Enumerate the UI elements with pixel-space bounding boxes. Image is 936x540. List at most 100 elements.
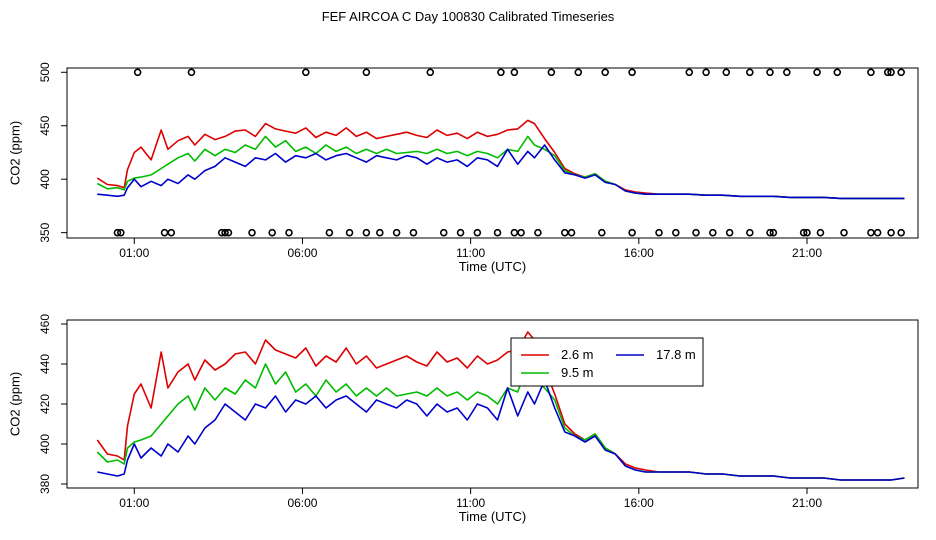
scatter-point: [783, 68, 791, 77]
legend-label: 17.8 m: [656, 347, 696, 362]
panel-1: 01:00 06:00 11:00 16:00 21:00 350 400 450 500 Tim…: [7, 62, 919, 274]
scatter-point: [534, 228, 542, 237]
scatter-point: [709, 228, 717, 237]
scatter-point: [187, 68, 196, 77]
scatter-point: [224, 228, 233, 237]
scatter-point: [409, 228, 418, 237]
scatter-point: [392, 228, 401, 237]
scatter-point: [517, 228, 525, 237]
y-tick-label: 400: [38, 434, 52, 454]
scatter-point: [561, 228, 569, 237]
panel-2: 01:00 06:00 11:00 16:00 21:00 380 400 420 440 460…: [7, 314, 919, 524]
y-tick-label: 440: [38, 354, 52, 374]
x-tick-label: 21:00: [792, 496, 822, 510]
scatter-point: [897, 228, 905, 237]
scatter-point: [133, 68, 142, 77]
scatter-point: [867, 228, 875, 237]
scatter-point: [160, 228, 169, 237]
x-tick-label: 16:00: [624, 496, 654, 510]
scatter-point: [510, 68, 519, 77]
y-tick-label: 460: [38, 314, 52, 334]
scatter-point: [473, 228, 482, 237]
scatter-point: [345, 228, 354, 237]
scatter-point: [803, 228, 811, 237]
scatter-point: [426, 68, 435, 77]
scatter-point: [769, 228, 778, 237]
scatter-point: [867, 68, 875, 77]
scatter-point: [362, 68, 371, 77]
scatter-point: [628, 228, 636, 237]
scatter-point: [816, 228, 825, 237]
series-line-green: [96, 363, 905, 481]
y-tick-label: 420: [38, 394, 52, 414]
scatter-point: [497, 68, 505, 77]
y-tick-label: 380: [38, 474, 52, 494]
x-tick-label: 11:00: [456, 246, 485, 260]
x-tick-label: 01:00: [119, 246, 149, 260]
scatter-point: [672, 228, 680, 237]
scatter-point: [598, 228, 606, 237]
scatter-point: [628, 68, 636, 77]
y-axis-label: CO2 (ppm): [7, 372, 22, 436]
scatter-point: [833, 68, 842, 77]
plot-frame: [66, 319, 919, 489]
scatter-point: [113, 228, 122, 237]
x-tick-label: 11:00: [456, 496, 485, 510]
scatter-point: [601, 68, 609, 77]
y-axis-label: CO2 (ppm): [7, 121, 22, 185]
scatter-point: [799, 228, 808, 237]
scatter-point: [883, 68, 892, 77]
series-line-blue: [97, 379, 905, 481]
legend-label: 9.5 m: [561, 365, 594, 380]
scatter-point: [302, 68, 310, 77]
scatter-point: [692, 228, 700, 237]
scatter-point: [493, 228, 502, 237]
y-tick-label: 450: [38, 115, 52, 135]
scatter-point: [746, 68, 754, 77]
plot-frame: [66, 67, 919, 239]
scatter-point: [685, 68, 694, 77]
chart-title: FEF AIRCOA C Day 100830 Calibrated Times…: [321, 9, 615, 24]
legend: 2.6 m 9.5 m 17.8 m: [510, 337, 704, 387]
scatter-point: [117, 228, 125, 237]
x-tick-label: 06:00: [287, 496, 317, 510]
x-axis-label: Time (UTC): [459, 509, 526, 524]
scatter-point: [887, 68, 895, 77]
scatter-point: [574, 68, 583, 77]
scatter-point: [567, 228, 576, 237]
scatter-point: [725, 228, 734, 237]
scatter-point: [887, 228, 895, 237]
x-tick-label: 21:00: [792, 246, 822, 260]
scatter-point: [325, 228, 334, 237]
scatter-point: [766, 228, 774, 237]
scatter-point: [702, 68, 710, 77]
scatter-point: [362, 228, 371, 237]
series-line-red: [96, 331, 905, 481]
scatter-point: [813, 68, 821, 77]
series-line-blue: [97, 144, 905, 200]
scatter-point: [547, 68, 556, 77]
scatter-point: [766, 68, 774, 77]
series-line-green: [96, 135, 905, 200]
scatter-point: [376, 228, 384, 237]
legend-box: [510, 337, 704, 387]
scatter-point: [510, 228, 519, 237]
scatter-point: [268, 228, 276, 237]
scatter-point: [285, 228, 293, 237]
scatter-point: [221, 228, 229, 237]
scatter-point: [897, 68, 905, 77]
x-tick-label: 16:00: [624, 246, 654, 260]
y-tick-label: 350: [38, 222, 52, 242]
legend-label: 2.6 m: [561, 347, 594, 362]
x-axis-label: Time (UTC): [459, 259, 526, 274]
y-tick-label: 500: [38, 62, 52, 82]
scatter-point: [655, 228, 663, 237]
x-tick-label: 06:00: [287, 246, 317, 260]
scatter-point: [167, 228, 176, 237]
x-tick-label: 01:00: [119, 496, 149, 510]
scatter-point: [248, 228, 256, 237]
scatter-point: [746, 228, 754, 237]
scatter-point: [840, 228, 848, 237]
y-tick-label: 400: [38, 169, 52, 189]
